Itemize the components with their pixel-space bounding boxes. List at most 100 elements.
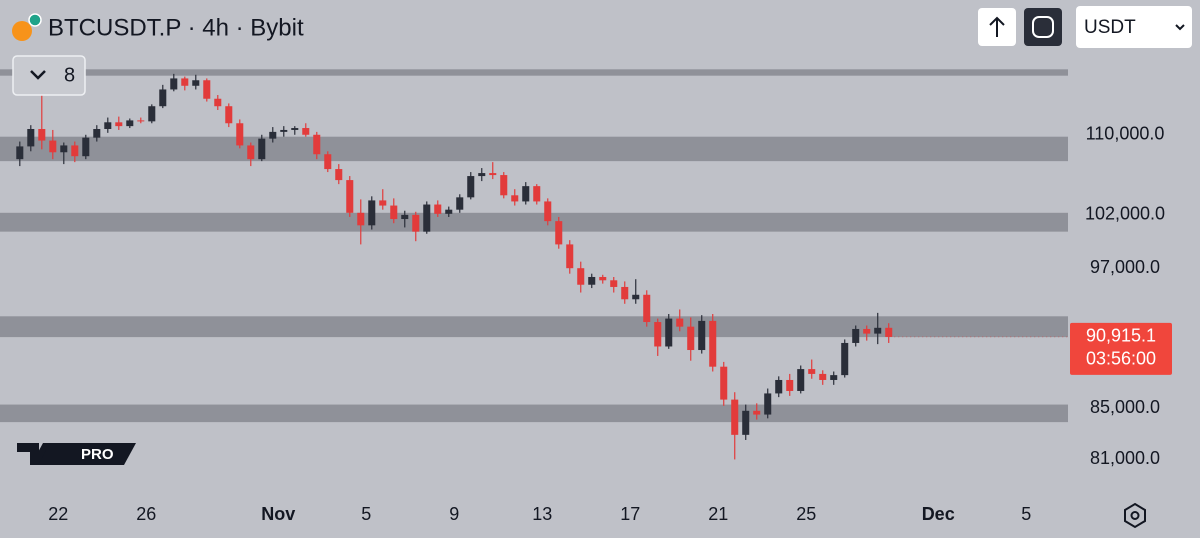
price-zone <box>0 136 1068 162</box>
candle-body <box>500 175 508 196</box>
y-tick-label: 102,000.0 <box>1085 204 1165 224</box>
candle-body <box>324 154 332 170</box>
candle-body <box>797 369 805 391</box>
indicator-count: 8 <box>64 64 75 86</box>
candle-body <box>60 145 68 153</box>
candle-body <box>852 328 860 343</box>
candle-body <box>104 122 112 129</box>
candle-body <box>302 128 310 135</box>
candle-body <box>357 212 365 226</box>
candle-body <box>599 276 607 281</box>
x-tick-label: 5 <box>361 504 371 524</box>
candle-body <box>115 122 123 127</box>
candle-body <box>764 393 772 415</box>
candle-body <box>368 200 376 226</box>
candle-body <box>225 106 233 124</box>
candle-body <box>577 268 585 285</box>
candle-body <box>148 106 156 122</box>
candle-body <box>258 138 266 160</box>
candle-body <box>478 173 486 177</box>
candle-body <box>346 180 354 213</box>
candle-body <box>291 128 299 130</box>
logo-badge-bg <box>38 443 136 465</box>
x-tick-label: 5 <box>1021 504 1031 524</box>
dropdown-icon <box>1175 24 1185 31</box>
candle-body <box>236 123 244 146</box>
candle-body <box>819 373 827 380</box>
x-tick-label: 22 <box>48 504 68 524</box>
candle-body <box>665 318 673 347</box>
candle-body <box>269 131 277 139</box>
y-tick-label: 81,000.0 <box>1090 448 1160 468</box>
candle-body <box>423 204 431 232</box>
candle-body <box>159 89 167 107</box>
candle-body <box>82 137 90 157</box>
candle-body <box>390 205 398 220</box>
candle-body <box>137 120 145 122</box>
exchange-icon <box>28 13 42 27</box>
candle-body <box>753 410 761 415</box>
logo-badge: PRO <box>81 446 114 463</box>
candle-body <box>247 145 255 160</box>
candle-body <box>93 128 101 138</box>
candle-body <box>830 375 838 380</box>
candle-body <box>511 195 519 202</box>
candle-body <box>863 328 871 334</box>
candle-body <box>456 197 464 210</box>
currency-select[interactable] <box>1076 6 1192 48</box>
candle-body <box>676 318 684 327</box>
candle-body <box>445 209 453 214</box>
price-zone <box>0 316 1068 338</box>
candle-body <box>731 399 739 435</box>
x-tick-label: 26 <box>136 504 156 524</box>
last-price-box <box>1070 322 1172 375</box>
logo: PRO <box>17 443 136 465</box>
x-tick-label: 17 <box>620 504 640 524</box>
candle-body <box>566 244 574 269</box>
candle-body <box>643 294 651 323</box>
candle-body <box>489 173 497 176</box>
candle-body <box>27 128 35 147</box>
settings-icon[interactable] <box>1124 502 1146 529</box>
candle-body <box>632 294 640 300</box>
candle-body <box>654 322 662 347</box>
candle-body <box>434 204 442 214</box>
x-tick-label: 13 <box>532 504 552 524</box>
candle-body <box>170 78 178 90</box>
x-tick-label: 21 <box>708 504 728 524</box>
x-tick-label: 9 <box>449 504 459 524</box>
candle-body <box>49 140 57 153</box>
candle-body <box>610 280 618 287</box>
candle-body <box>522 186 530 202</box>
x-tick-label: Nov <box>261 504 295 524</box>
candle-body <box>742 410 750 435</box>
candle-body <box>841 342 849 376</box>
candle-body <box>775 379 783 394</box>
candle-body <box>280 129 288 132</box>
coin-icon <box>12 21 32 41</box>
candle-body <box>588 276 596 285</box>
y-tick-label: 110,000.0 <box>1086 124 1165 144</box>
candle-body <box>555 221 563 245</box>
candle-body <box>401 214 409 220</box>
candle-body <box>533 186 541 202</box>
candle-body <box>335 169 343 181</box>
candle-body <box>181 78 189 86</box>
candle-body <box>38 128 46 141</box>
fullscreen-button[interactable] <box>1024 8 1062 46</box>
arrow-icon <box>989 16 1005 37</box>
candle-body <box>786 379 794 391</box>
candle-body <box>379 200 387 206</box>
candle-body <box>709 320 717 367</box>
candle-body <box>467 176 475 198</box>
price-zone <box>0 404 1068 423</box>
price-zone <box>0 212 1068 232</box>
last-price-label: 90,915.1 <box>1086 326 1156 346</box>
countdown: 03:56:00 <box>1086 349 1156 369</box>
candle-body <box>698 320 706 351</box>
y-tick-label: 97,000.0 <box>1090 257 1160 277</box>
candle-body <box>71 145 79 157</box>
candle-body <box>313 134 321 155</box>
indicator-toggle[interactable] <box>12 55 86 96</box>
